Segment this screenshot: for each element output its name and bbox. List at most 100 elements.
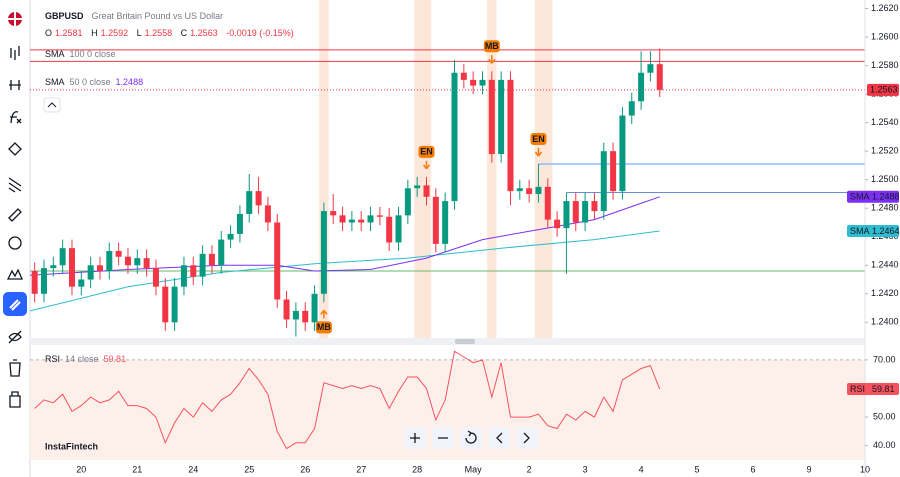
x-tick-label: 10 xyxy=(860,464,870,474)
sma-badge-text: SMA xyxy=(850,226,870,236)
candle-body xyxy=(376,215,383,217)
sma-badge-text: 1.2488 xyxy=(872,192,900,202)
ohlc-key: O xyxy=(45,28,52,38)
ohlc-key: C xyxy=(181,28,188,38)
rsi-params: 14 close xyxy=(65,354,99,364)
candle-body xyxy=(50,265,57,269)
y-tick-label: 1.2400 xyxy=(871,317,899,327)
x-tick-label: 25 xyxy=(244,464,254,474)
event-arrow xyxy=(422,160,431,170)
ohlc-legend: O 1.2581 H 1.2592 L 1.2558 C 1.2563 -0.0019 … xyxy=(45,28,294,38)
link-icon xyxy=(9,299,21,311)
candle-body xyxy=(96,265,103,271)
x-tick-label: 21 xyxy=(132,464,142,474)
y-tick-label: 1.2600 xyxy=(871,31,899,41)
x-tick-label: 3 xyxy=(583,464,588,474)
x-tick-label: 27 xyxy=(356,464,366,474)
candle-body xyxy=(236,213,243,234)
candle-body xyxy=(264,205,271,223)
hide-icon[interactable] xyxy=(8,330,22,344)
y-tick-label: 1.2420 xyxy=(871,288,899,298)
indicator-legend: SMA 100 0 close xyxy=(45,49,116,59)
trash-icon[interactable] xyxy=(9,359,21,377)
candle-body xyxy=(423,185,430,197)
candle-body xyxy=(199,253,206,277)
highlight-band xyxy=(319,0,329,338)
candle-body xyxy=(143,258,150,269)
compare-icon[interactable] xyxy=(9,80,21,90)
x-tick-label: 26 xyxy=(300,464,310,474)
brush-icon[interactable] xyxy=(8,208,22,222)
candle-body xyxy=(404,188,411,216)
ohlc-value: 1.2563 xyxy=(190,28,218,38)
indicator-params: 100 0 close xyxy=(70,49,116,59)
indicator-value: 1.2488 xyxy=(116,77,144,87)
sma-badge-text: 1.2464 xyxy=(872,226,900,236)
emoji-icon[interactable] xyxy=(8,236,22,250)
candle-body xyxy=(115,251,122,257)
event-badge xyxy=(530,133,547,146)
scroll-left[interactable] xyxy=(488,427,510,449)
pane-handle[interactable] xyxy=(455,339,475,344)
candle-body xyxy=(283,299,290,320)
candle-body xyxy=(302,310,309,323)
x-tick-label: 24 xyxy=(188,464,198,474)
x-tick-label: 5 xyxy=(695,464,700,474)
candle-body xyxy=(582,201,589,223)
cursor-icon[interactable] xyxy=(8,142,22,156)
collapse-button[interactable] xyxy=(43,97,61,113)
candle-body xyxy=(395,215,402,243)
events: MB EN MB EN xyxy=(315,40,547,334)
highlight-band xyxy=(414,0,432,338)
candle-body xyxy=(386,216,393,243)
indicator-name: SMA xyxy=(45,49,65,59)
candle-body xyxy=(610,151,617,192)
indicator-legend: SMA 50 0 close 1.2488 xyxy=(45,77,143,87)
highlights xyxy=(319,0,553,338)
candle-body xyxy=(31,270,38,294)
event-arrow xyxy=(488,55,496,64)
levels xyxy=(30,49,865,272)
candle-body xyxy=(134,258,141,266)
scroll-right[interactable] xyxy=(516,427,538,449)
event-label: MB xyxy=(485,41,499,51)
candle-body xyxy=(442,201,449,244)
reset[interactable] xyxy=(460,427,482,449)
lines-icon[interactable] xyxy=(8,177,22,193)
change: -0.0019 (-0.15%) xyxy=(226,28,294,38)
nav-glyphs xyxy=(410,430,530,444)
price-axis: 1.26201.26001.25801.25601.25401.25201.25… xyxy=(76,0,900,477)
candle-body xyxy=(535,186,542,194)
candle-body xyxy=(218,239,225,266)
candle-body xyxy=(432,196,439,244)
candle-body xyxy=(507,79,514,192)
candles xyxy=(31,48,663,337)
collapse-arrow xyxy=(47,102,57,108)
candle-body xyxy=(451,72,458,202)
x-tick-label: May xyxy=(465,464,483,474)
candle-body xyxy=(330,211,337,216)
candle-body xyxy=(479,79,486,86)
y-tick-label: 1.2580 xyxy=(871,60,899,70)
candle-body xyxy=(460,72,467,80)
candles-icon[interactable] xyxy=(10,46,20,60)
patterns-icon[interactable] xyxy=(6,268,24,280)
rsi-legend: RSI 14 close 59.81 xyxy=(45,354,126,364)
candle-body xyxy=(628,101,635,116)
indicators-icon[interactable] xyxy=(10,111,22,124)
pane-separator[interactable] xyxy=(30,338,865,345)
candle-body xyxy=(600,151,607,212)
candle-body xyxy=(348,219,355,223)
rsi-name: RSI xyxy=(45,354,60,364)
candle-body xyxy=(339,215,346,223)
event-label: MB xyxy=(317,322,331,332)
flag-cross xyxy=(8,12,22,26)
candle-body xyxy=(190,265,197,277)
lock-icon[interactable] xyxy=(9,391,21,408)
description: Great Britain Pound vs US Dollar xyxy=(92,11,224,21)
x-tick-label: 20 xyxy=(76,464,86,474)
candle-body xyxy=(320,211,327,294)
candle-body xyxy=(68,248,75,287)
event-label: EN xyxy=(420,147,433,157)
